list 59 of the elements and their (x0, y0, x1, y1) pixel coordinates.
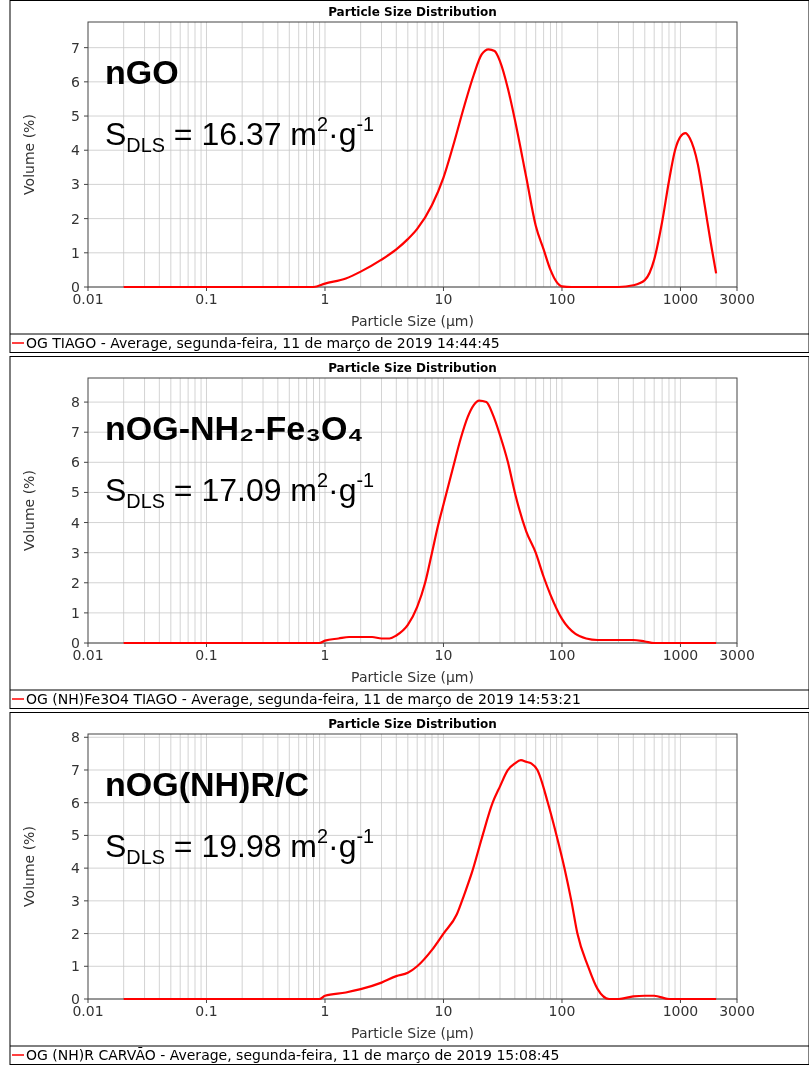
chart-title: Particle Size Distribution (328, 717, 497, 731)
y-tick-label: 4 (71, 514, 81, 531)
annotation: nOG-NH₂-Fe₃O₄ (105, 409, 364, 447)
x-tick-label: 0.1 (195, 647, 218, 663)
y-tick-label: 7 (71, 39, 80, 56)
y-tick-label: 3 (71, 176, 80, 193)
y-tick-label: 3 (71, 544, 80, 561)
x-tick-label: 100 (548, 647, 576, 663)
annotation: S$_{DLS}$ = 19.98 m$^{2}$·g$^{-1}$ (105, 825, 375, 868)
y-tick-label: 4 (71, 860, 81, 877)
x-tick-label: 10 (434, 291, 453, 307)
y-tick-label: 5 (71, 827, 80, 844)
y-tick-label: 4 (71, 142, 81, 159)
y-axis-title: Volume (%) (21, 114, 37, 195)
y-axis-title: Volume (%) (21, 470, 37, 551)
y-tick-label: 6 (71, 454, 81, 471)
y-tick-label: 1 (71, 244, 80, 261)
x-tick-label: 10 (434, 1003, 453, 1019)
x-tick-label: 1000 (662, 291, 699, 307)
legend-label: OG (NH)Fe3O4 TIAGO - Average, segunda-feira, 11 de março de 2019 14:53:21 (26, 691, 581, 707)
y-tick-label: 5 (71, 108, 80, 125)
annotation: nOG(NH)R/C (105, 765, 309, 803)
x-tick-label: 10 (434, 647, 453, 663)
y-tick-label: 1 (71, 958, 80, 975)
x-tick-label: 1 (320, 647, 330, 663)
x-tick-label: 1000 (662, 647, 699, 663)
x-tick-label: 100 (548, 291, 576, 307)
x-tick-label: 1000 (662, 1003, 699, 1019)
legend-label: OG TIAGO - Average, segunda-feira, 11 de março de 2019 14:44:45 (26, 335, 500, 351)
x-tick-label: 100 (548, 1003, 576, 1019)
x-tick-label: 1 (320, 291, 330, 307)
x-tick-label: 0.1 (195, 1003, 218, 1019)
annotation: S$_{DLS}$ = 17.09 m$^{2}$·g$^{-1}$ (105, 469, 375, 512)
y-tick-label: 2 (71, 574, 80, 591)
x-tick-label: 0.1 (195, 291, 218, 307)
x-axis-title: Particle Size (µm) (351, 1025, 474, 1041)
chart-title: Particle Size Distribution (328, 361, 497, 375)
annotation: nGO (105, 53, 179, 91)
y-tick-label: 1 (71, 604, 80, 621)
x-axis-title: Particle Size (µm) (351, 313, 474, 329)
y-tick-label: 8 (71, 394, 80, 411)
y-tick-label: 7 (71, 424, 80, 441)
y-tick-label: 8 (71, 729, 80, 746)
y-tick-label: 7 (71, 761, 80, 778)
x-tick-label: 1 (320, 1003, 330, 1019)
x-tick-label: 3000 (719, 291, 755, 307)
x-tick-label: 3000 (719, 647, 755, 663)
y-tick-label: 5 (71, 484, 80, 501)
y-axis-title: Volume (%) (21, 826, 37, 907)
x-axis-title: Particle Size (µm) (351, 669, 474, 685)
y-tick-label: 3 (71, 892, 80, 909)
y-tick-label: 6 (71, 794, 81, 811)
y-tick-label: 2 (71, 210, 80, 227)
y-tick-label: 6 (71, 73, 81, 90)
y-tick-label: 2 (71, 925, 80, 942)
legend-label: OG (NH)R CARVÃO - Average, segunda-feira, 11 de março de 2019 15:08:45 (26, 1047, 560, 1063)
chart-title: Particle Size Distribution (328, 5, 497, 19)
annotation: S$_{DLS}$ = 16.37 m$^{2}$·g$^{-1}$ (105, 113, 375, 156)
x-tick-label: 3000 (719, 1003, 755, 1019)
